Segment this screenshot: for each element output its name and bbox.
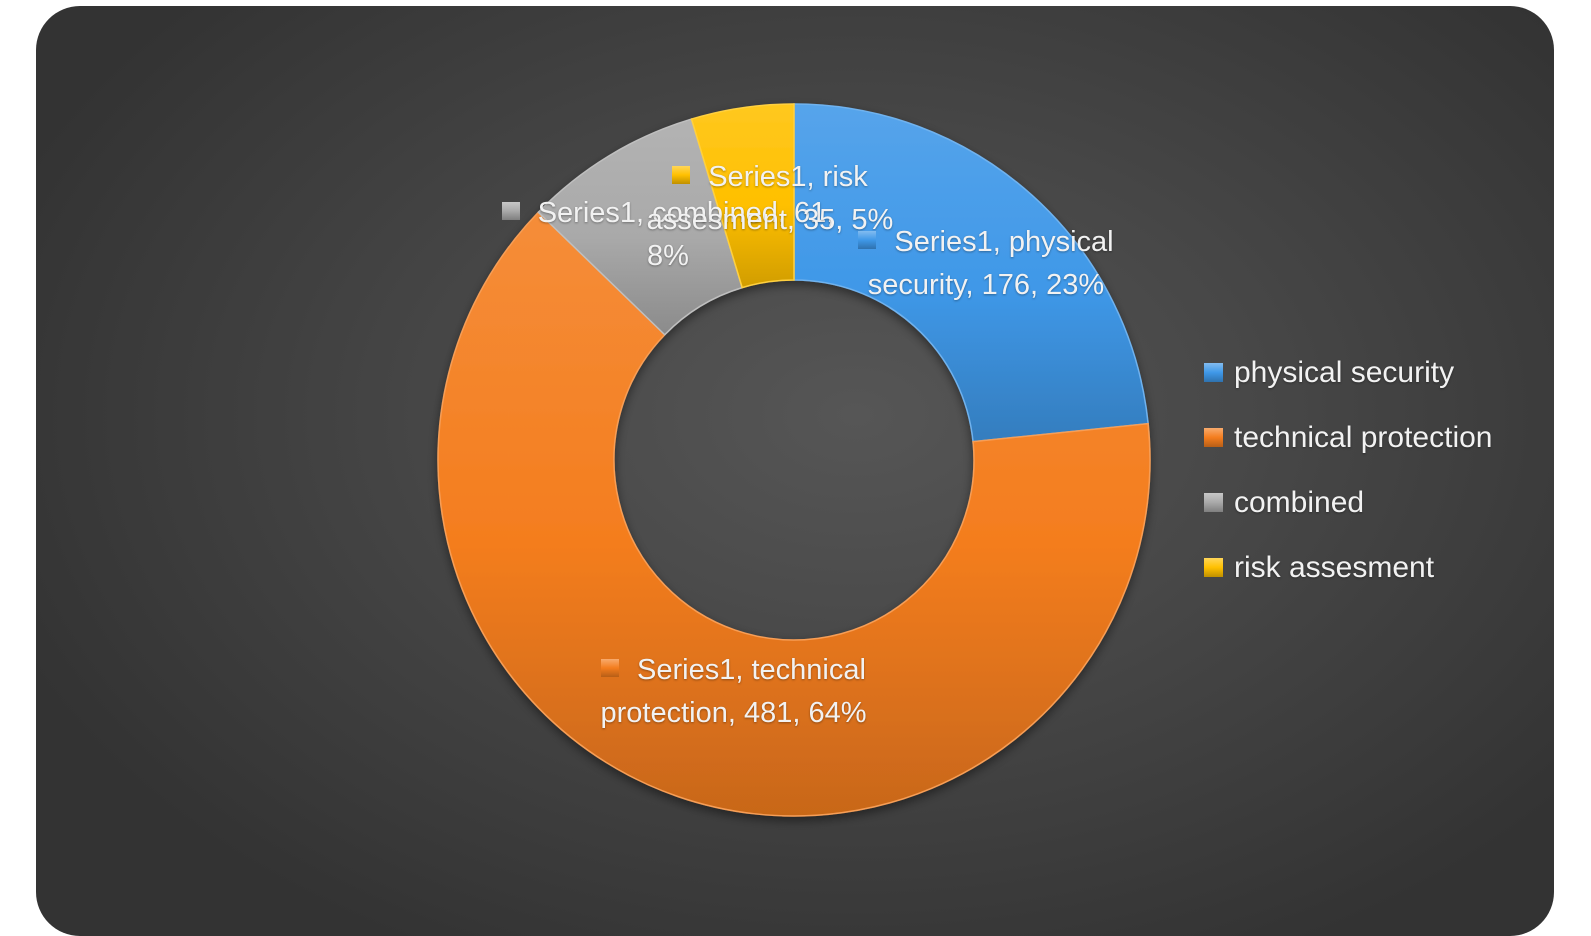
data-label-text-physical-security: Series1, physical security, 176, 23% [867, 226, 1114, 301]
legend-swatch-combined [1204, 493, 1223, 512]
donut-slice-physical-security [793, 103, 1149, 443]
legend-label-combined: combined [1234, 485, 1365, 519]
donut-slice-risk-assesment [690, 103, 795, 289]
data-label-risk-assesment: Series1, risk assesment, 35, 5% [604, 156, 936, 242]
data-label-marker-risk-assesment [672, 166, 691, 185]
legend-entry-combined: combined [1204, 470, 1493, 535]
data-label-marker-technical-protection [601, 659, 620, 678]
legend: physical security technical protection c… [1204, 340, 1493, 600]
legend-label-physical-security: physical security [1234, 355, 1455, 389]
legend-swatch-technical-protection [1204, 428, 1223, 447]
legend-entry-technical-protection: technical protection [1204, 405, 1493, 470]
data-label-marker-combined [501, 202, 520, 221]
legend-entry-physical-security: physical security [1204, 340, 1493, 405]
legend-swatch-risk-assesment [1204, 558, 1223, 577]
legend-entry-risk-assesment: risk assesment [1204, 535, 1493, 600]
legend-swatch-physical-security [1204, 363, 1223, 382]
legend-label-risk-assesment: risk assesment [1234, 550, 1435, 584]
data-label-text-risk-assesment: Series1, risk assesment, 35, 5% [646, 161, 894, 236]
legend-label-technical-protection: technical protection [1234, 420, 1493, 454]
data-label-combined: Series1, combined, 61, 8% [498, 192, 838, 278]
data-label-marker-physical-security [858, 231, 877, 250]
data-label-text-combined: Series1, combined, 61, 8% [537, 197, 835, 272]
data-label-text-technical-protection: Series1, technical protection, 481, 64% [600, 654, 867, 729]
data-label-physical-security: Series1, physical security, 176, 23% [826, 221, 1146, 307]
chart-area: Series1, combined, 61, 8% Series1, risk … [36, 6, 1554, 936]
data-label-technical-protection: Series1, technical protection, 481, 64% [561, 649, 906, 735]
